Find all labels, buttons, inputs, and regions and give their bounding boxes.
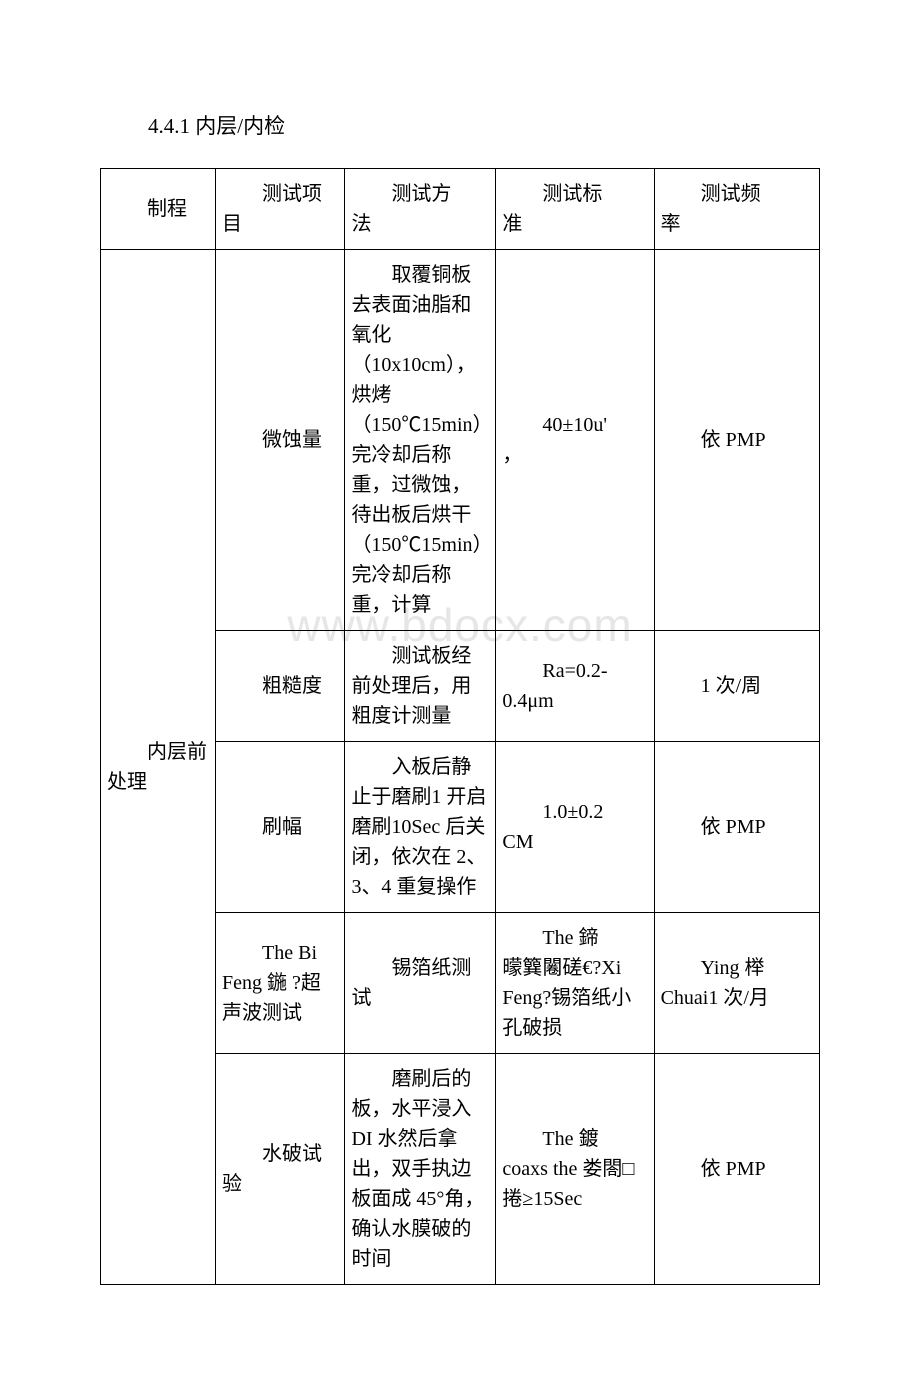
standard-cell: 40±10u' ， bbox=[496, 250, 654, 631]
process-l2: 处理 bbox=[107, 767, 209, 797]
frequency-cell: 依 PMP bbox=[654, 1054, 819, 1285]
item-cell: 粗糙度 bbox=[216, 631, 345, 742]
standard-rest: 曚簨闂磋€?Xi Feng?锡箔纸小孔破损 bbox=[502, 953, 647, 1043]
frequency-text: 依 PMP bbox=[661, 1154, 813, 1184]
frequency-cell: 依 PMP bbox=[654, 742, 819, 913]
item-cell: The Bi Feng 鍦 ?超声波测试 bbox=[216, 913, 345, 1054]
header-frequency-l2: 率 bbox=[661, 209, 813, 239]
frequency-cell: Ying 榉 Chuai1 次/月 bbox=[654, 913, 819, 1054]
header-method: 测试方 法 bbox=[345, 169, 496, 250]
item-l1: The Bi bbox=[222, 938, 338, 968]
section-title: 4.4.1 内层/内检 bbox=[148, 110, 820, 140]
item-text: 粗糙度 bbox=[222, 671, 338, 701]
item-l1: 水破试 bbox=[222, 1139, 338, 1169]
header-item-l2: 目 bbox=[222, 209, 338, 239]
item-l2: 验 bbox=[222, 1169, 338, 1199]
method-cell: 测试板经前处理后，用粗度计测量 bbox=[345, 631, 496, 742]
header-method-l2: 法 bbox=[351, 209, 489, 239]
document-page: www.bdocx.com 4.4.1 内层/内检 制程 测试项 目 bbox=[0, 0, 920, 1385]
spec-table: 制程 测试项 目 测试方 法 测试标 准 测试频 bbox=[100, 168, 820, 1285]
header-standard-l2: 准 bbox=[502, 209, 647, 239]
header-frequency: 测试频 率 bbox=[654, 169, 819, 250]
method-cell: 锡箔纸测试 bbox=[345, 913, 496, 1054]
method-cell: 取覆铜板去表面油脂和氧化（10x10cm），烘烤（150℃15min）完冷却后称… bbox=[345, 250, 496, 631]
header-process-text: 制程 bbox=[107, 194, 209, 224]
standard-cell: Ra=0.2-0.4μm bbox=[496, 631, 654, 742]
standard-cell: The 鍍 coaxs the 娄閤□捲≥15Sec bbox=[496, 1054, 654, 1285]
item-cell: 微蚀量 bbox=[216, 250, 345, 631]
header-standard-l1: 测试标 bbox=[502, 179, 647, 209]
standard-l2: CM bbox=[502, 827, 647, 857]
standard-l1: 40±10u' bbox=[502, 410, 647, 440]
header-item-l1: 测试项 bbox=[222, 179, 338, 209]
frequency-text: 依 PMP bbox=[661, 425, 813, 455]
item-l2: Feng 鍦 ?超声波测试 bbox=[222, 968, 338, 1028]
item-text: 刷幅 bbox=[222, 812, 338, 842]
standard-l1: The 鍗 bbox=[502, 923, 647, 953]
frequency-text: 依 PMP bbox=[661, 812, 813, 842]
table-header-row: 制程 测试项 目 测试方 法 测试标 准 测试频 bbox=[101, 169, 820, 250]
page-content: 4.4.1 内层/内检 制程 测试项 目 测试方 法 bbox=[100, 110, 820, 1285]
frequency-text: 1 次/周 bbox=[661, 671, 813, 701]
header-standard: 测试标 准 bbox=[496, 169, 654, 250]
process-l1: 内层前 bbox=[107, 737, 209, 767]
frequency-cell: 依 PMP bbox=[654, 250, 819, 631]
standard-cell: 1.0±0.2 CM bbox=[496, 742, 654, 913]
item-text: 微蚀量 bbox=[222, 425, 338, 455]
header-frequency-l1: 测试频 bbox=[661, 179, 813, 209]
item-cell: 刷幅 bbox=[216, 742, 345, 913]
method-text: 锡箔纸测试 bbox=[351, 953, 489, 1013]
method-cell: 入板后静止于磨刷1 开启磨刷10Sec 后关闭，依次在 2、3、4 重复操作 bbox=[345, 742, 496, 913]
standard-l2: ， bbox=[502, 440, 647, 470]
frequency-cell: 1 次/周 bbox=[654, 631, 819, 742]
standard-cell: The 鍗 曚簨闂磋€?Xi Feng?锡箔纸小孔破损 bbox=[496, 913, 654, 1054]
header-process: 制程 bbox=[101, 169, 216, 250]
item-cell: 水破试 验 bbox=[216, 1054, 345, 1285]
process-cell: 内层前 处理 bbox=[101, 250, 216, 1285]
method-cell: 磨刷后的板，水平浸入 DI 水然后拿出，双手执边板面成 45°角，确认水膜破的时… bbox=[345, 1054, 496, 1285]
table-row: 内层前 处理 微蚀量 取覆铜板去表面油脂和氧化（10x10cm），烘烤（150℃… bbox=[101, 250, 820, 631]
standard-rest: coaxs the 娄閤□捲≥15Sec bbox=[502, 1154, 647, 1214]
frequency-l2: Chuai1 次/月 bbox=[661, 983, 813, 1013]
frequency-l1: Ying 榉 bbox=[661, 953, 813, 983]
standard-text: Ra=0.2-0.4μm bbox=[502, 656, 647, 716]
standard-l1: The 鍍 bbox=[502, 1124, 647, 1154]
standard-l1: 1.0±0.2 bbox=[502, 797, 647, 827]
header-item: 测试项 目 bbox=[216, 169, 345, 250]
header-method-l1: 测试方 bbox=[351, 179, 489, 209]
